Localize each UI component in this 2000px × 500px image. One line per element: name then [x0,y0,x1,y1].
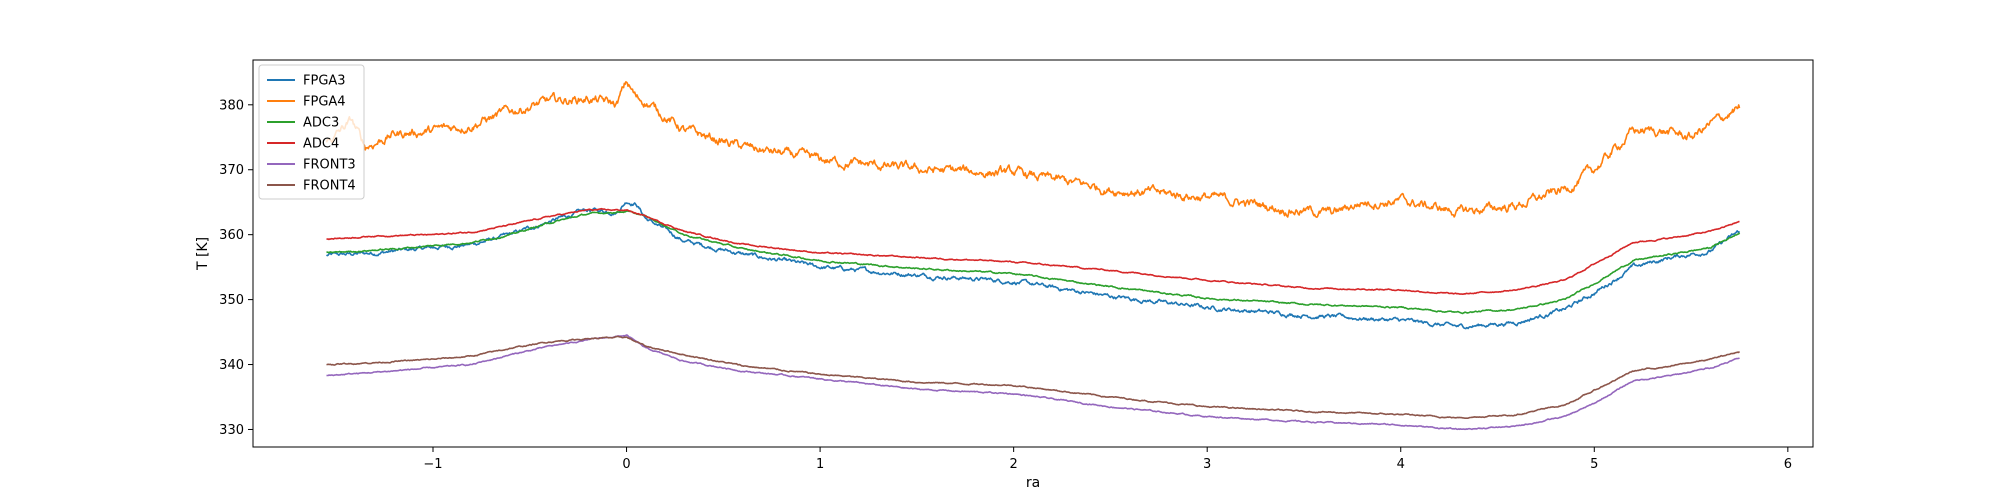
x-tick-label: 2 [1010,457,1018,472]
x-axis: −1 0 1 2 3 4 5 6 [423,447,1792,472]
legend-label: ADC3 [303,116,339,131]
legend-label: FPGA3 [303,74,346,89]
y-tick-label: 340 [219,358,244,373]
plot-area-frame [252,59,1814,448]
y-tick-label: 360 [219,228,244,243]
legend-label: FRONT4 [303,179,356,194]
x-tick-label: 1 [816,457,824,472]
y-tick-label: 330 [219,423,244,438]
x-tick-label: 0 [622,457,630,472]
x-tick-label: 5 [1590,457,1598,472]
y-tick-label: 370 [219,163,244,178]
x-tick-label: 3 [1203,457,1211,472]
legend-box [258,64,365,200]
legend-label: ADC4 [303,137,339,152]
y-axis: 330 340 350 360 370 380 [219,98,253,438]
legend-label: FRONT3 [303,158,356,173]
y-tick-label: 380 [219,98,244,113]
series-line-fpga4 [325,81,1741,218]
series-line-front3 [326,334,1740,431]
series-line-front4 [326,335,1741,419]
legend: FPGA3 FPGA4 ADC3 ADC4 FRONT3 FRONT4 [258,64,365,200]
series-line-adc4 [326,207,1740,295]
x-tick-label: −1 [423,457,442,472]
y-tick-label: 350 [219,293,244,308]
x-tick-label: 6 [1784,457,1792,472]
x-tick-label: 4 [1397,457,1405,472]
y-axis-label: T [K] [195,237,211,271]
legend-label: FPGA4 [303,95,346,110]
series-line-adc3 [326,210,1741,315]
series-layer [325,81,1741,431]
x-axis-label: ra [1026,475,1040,491]
series-line-fpga3 [326,202,1741,330]
